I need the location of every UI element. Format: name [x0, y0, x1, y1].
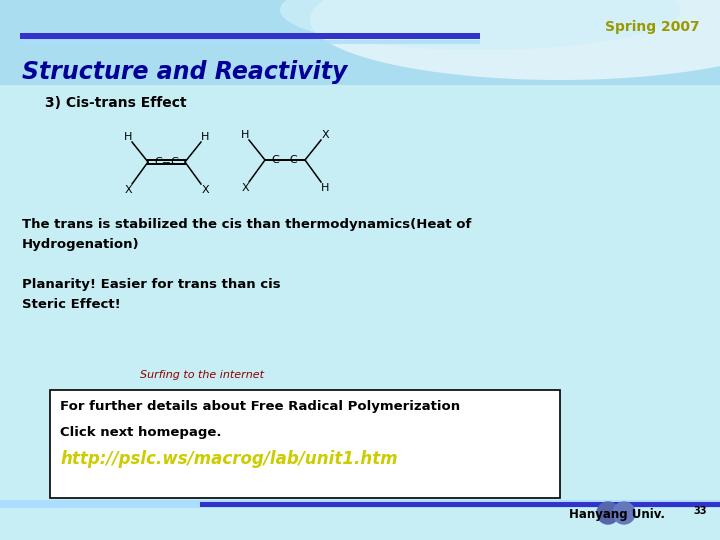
Text: Surfing to the internet: Surfing to the internet: [140, 370, 264, 380]
Text: Planarity! Easier for trans than cis
Steric Effect!: Planarity! Easier for trans than cis Ste…: [22, 278, 281, 311]
Text: H: H: [201, 132, 210, 142]
Text: X: X: [241, 183, 249, 193]
Text: Spring 2007: Spring 2007: [606, 20, 700, 34]
Text: Structure and Reactivity: Structure and Reactivity: [22, 60, 347, 84]
FancyBboxPatch shape: [50, 390, 560, 498]
Text: X: X: [124, 185, 132, 195]
Text: 33: 33: [693, 506, 707, 516]
FancyBboxPatch shape: [0, 500, 720, 508]
Text: For further details about Free Radical Polymerization: For further details about Free Radical P…: [60, 400, 460, 413]
Text: http://pslc.ws/macrog/lab/unit1.htm: http://pslc.ws/macrog/lab/unit1.htm: [60, 450, 397, 468]
Ellipse shape: [310, 0, 720, 80]
Circle shape: [597, 502, 619, 524]
Text: H: H: [321, 183, 329, 193]
FancyBboxPatch shape: [20, 40, 480, 44]
Text: X: X: [321, 130, 329, 140]
Text: The trans is stabilized the cis than thermodynamics(Heat of
Hydrogenation): The trans is stabilized the cis than the…: [22, 218, 472, 251]
Text: X: X: [201, 185, 209, 195]
Text: 3) Cis-trans Effect: 3) Cis-trans Effect: [45, 96, 186, 110]
Text: C=C: C=C: [154, 157, 179, 167]
FancyBboxPatch shape: [20, 33, 480, 39]
Text: Hanyang Univ.: Hanyang Univ.: [569, 508, 665, 521]
Text: H: H: [240, 130, 249, 140]
FancyBboxPatch shape: [200, 502, 720, 507]
Ellipse shape: [280, 0, 680, 50]
Text: Click next homepage.: Click next homepage.: [60, 426, 222, 439]
Circle shape: [613, 502, 635, 524]
FancyBboxPatch shape: [0, 0, 720, 85]
Text: H: H: [124, 132, 132, 142]
Text: C—C: C—C: [271, 155, 298, 165]
